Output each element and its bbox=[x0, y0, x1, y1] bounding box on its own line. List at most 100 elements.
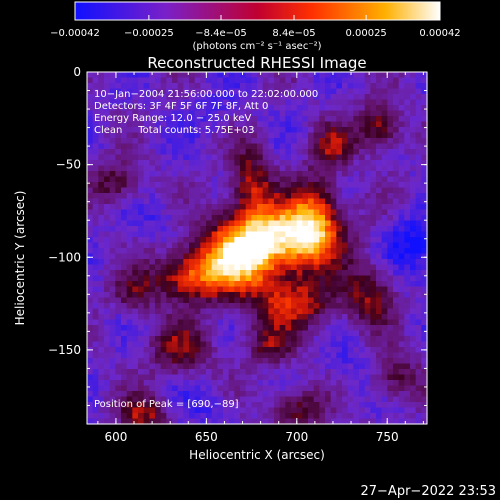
heatmap-cell bbox=[92, 204, 99, 211]
heatmap-cell bbox=[279, 341, 286, 348]
heatmap-cell bbox=[291, 396, 298, 403]
heatmap-cell bbox=[313, 374, 320, 381]
heatmap-cell bbox=[251, 253, 258, 260]
heatmap-cell bbox=[387, 165, 394, 172]
heatmap-cell bbox=[223, 209, 230, 216]
heatmap-cell bbox=[251, 72, 258, 79]
heatmap-cell bbox=[194, 83, 201, 90]
heatmap-cell bbox=[132, 248, 139, 255]
heatmap-cell bbox=[381, 154, 388, 161]
heatmap-cell bbox=[87, 391, 94, 398]
heatmap-cell bbox=[132, 193, 139, 200]
heatmap-cell bbox=[404, 110, 411, 117]
heatmap-cell bbox=[160, 171, 167, 178]
heatmap-cell bbox=[415, 303, 422, 310]
heatmap-cell bbox=[370, 281, 377, 288]
heatmap-cell bbox=[330, 171, 337, 178]
heatmap-cell bbox=[206, 160, 213, 167]
heatmap-cell bbox=[381, 116, 388, 123]
heatmap-cell bbox=[285, 391, 292, 398]
heatmap-cell bbox=[364, 204, 371, 211]
heatmap-cell bbox=[313, 220, 320, 227]
heatmap-cell bbox=[251, 88, 258, 95]
heatmap-cell bbox=[115, 253, 122, 260]
heatmap-cell bbox=[342, 413, 349, 420]
heatmap-cell bbox=[177, 215, 184, 222]
heatmap-cell bbox=[262, 204, 269, 211]
heatmap-cell bbox=[364, 171, 371, 178]
heatmap-cell bbox=[115, 149, 122, 156]
heatmap-cell bbox=[109, 308, 116, 315]
heatmap-cell bbox=[359, 88, 366, 95]
heatmap-cell bbox=[279, 248, 286, 255]
heatmap-cell bbox=[206, 94, 213, 101]
heatmap-cell bbox=[115, 143, 122, 150]
heatmap-cell bbox=[177, 418, 184, 425]
heatmap-cell bbox=[217, 143, 224, 150]
heatmap-cell bbox=[189, 292, 196, 299]
heatmap-cell bbox=[98, 319, 105, 326]
heatmap-cell bbox=[342, 88, 349, 95]
heatmap-cell bbox=[376, 154, 383, 161]
heatmap-cell bbox=[172, 292, 179, 299]
heatmap-cell bbox=[353, 116, 360, 123]
heatmap-cell bbox=[410, 160, 417, 167]
heatmap-cell bbox=[87, 143, 94, 150]
heatmap-cell bbox=[279, 297, 286, 304]
heatmap-cell bbox=[296, 281, 303, 288]
heatmap-cell bbox=[211, 88, 218, 95]
heatmap-cell bbox=[353, 374, 360, 381]
heatmap-cell bbox=[138, 209, 145, 216]
heatmap-cell bbox=[404, 182, 411, 189]
heatmap-cell bbox=[160, 138, 167, 145]
heatmap-cell bbox=[115, 204, 122, 211]
heatmap-cell bbox=[285, 187, 292, 194]
heatmap-cell bbox=[234, 121, 241, 128]
heatmap-cell bbox=[245, 83, 252, 90]
heatmap-cell bbox=[268, 204, 275, 211]
heatmap-cell bbox=[240, 259, 247, 266]
heatmap-cell bbox=[296, 72, 303, 79]
heatmap-cell bbox=[87, 83, 94, 90]
heatmap-cell bbox=[160, 407, 167, 414]
heatmap-cell bbox=[393, 380, 400, 387]
heatmap-cell bbox=[194, 99, 201, 106]
heatmap-cell bbox=[330, 176, 337, 183]
heatmap-cell bbox=[381, 209, 388, 216]
heatmap-cell bbox=[393, 110, 400, 117]
heatmap-cell bbox=[404, 341, 411, 348]
heatmap-cell bbox=[381, 149, 388, 156]
heatmap-cell bbox=[92, 330, 99, 337]
heatmap-cell bbox=[336, 385, 343, 392]
heatmap-cell bbox=[325, 330, 332, 337]
heatmap-cell bbox=[211, 407, 218, 414]
heatmap-cell bbox=[313, 226, 320, 233]
heatmap-cell bbox=[240, 83, 247, 90]
heatmap-cell bbox=[353, 358, 360, 365]
heatmap-cell bbox=[155, 336, 162, 343]
heatmap-cell bbox=[92, 336, 99, 343]
heatmap-cell bbox=[347, 160, 354, 167]
heatmap-cell bbox=[160, 204, 167, 211]
heatmap-cell bbox=[387, 347, 394, 354]
heatmap-cell bbox=[143, 259, 150, 266]
heatmap-cell bbox=[200, 94, 207, 101]
heatmap-cell bbox=[387, 154, 394, 161]
heatmap-cell bbox=[421, 259, 428, 266]
heatmap-cell bbox=[336, 413, 343, 420]
heatmap-cell bbox=[200, 209, 207, 216]
heatmap-cell bbox=[336, 127, 343, 134]
heatmap-cell bbox=[279, 413, 286, 420]
heatmap-cell bbox=[387, 325, 394, 332]
heatmap-cell bbox=[223, 391, 230, 398]
heatmap-cell bbox=[381, 319, 388, 326]
heatmap-cell bbox=[279, 330, 286, 337]
colorbar bbox=[74, 1, 441, 21]
heatmap-cell bbox=[177, 330, 184, 337]
heatmap-cell bbox=[172, 347, 179, 354]
heatmap-cell bbox=[421, 308, 428, 315]
heatmap-cell bbox=[376, 413, 383, 420]
heatmap-cell bbox=[415, 77, 422, 84]
heatmap-cell bbox=[353, 363, 360, 370]
